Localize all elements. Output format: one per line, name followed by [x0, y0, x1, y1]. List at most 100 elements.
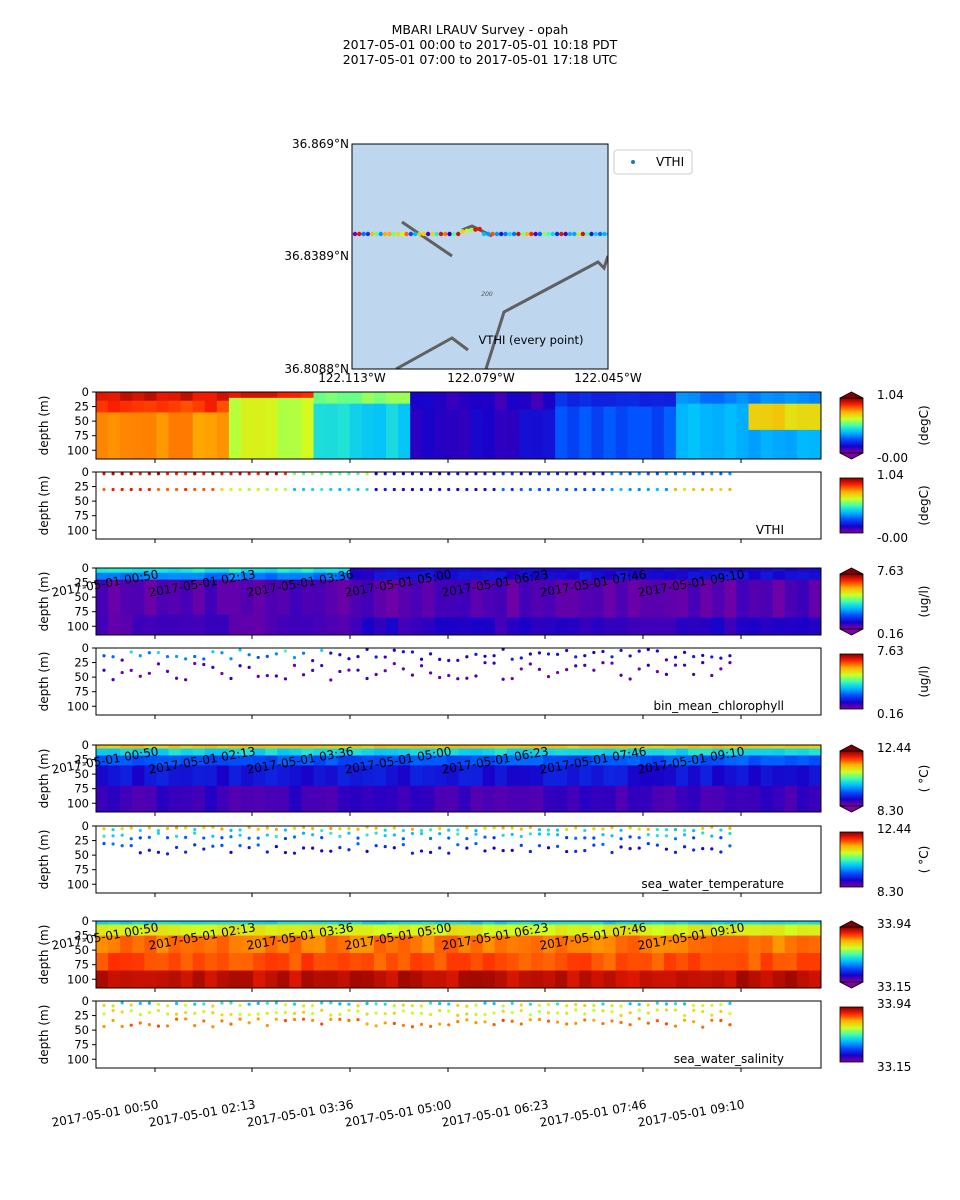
- heatmap-cell: [120, 953, 133, 972]
- data-point: [692, 672, 696, 677]
- heatmap-cell: [434, 617, 448, 635]
- heatmap-cell: [373, 785, 387, 812]
- heatmap-cell: [567, 755, 580, 766]
- data-point: [664, 472, 669, 476]
- data-point: [655, 1001, 659, 1005]
- data-point: [710, 1003, 714, 1008]
- heatmap-cell: [772, 429, 786, 459]
- data-point: [474, 832, 478, 836]
- data-point: [428, 472, 433, 476]
- heatmap-cell: [543, 755, 556, 766]
- heatmap-cell: [434, 392, 448, 411]
- data-point: [401, 1009, 405, 1013]
- heatmap-cell: [784, 748, 798, 757]
- data-point: [338, 1017, 342, 1021]
- heatmap-cell: [96, 970, 109, 988]
- heatmap-cell: [192, 412, 206, 459]
- data-point: [220, 843, 224, 847]
- data-point: [211, 472, 215, 476]
- heatmap-cell: [410, 617, 423, 635]
- data-point: [456, 487, 460, 492]
- heatmap-cell: [591, 392, 605, 408]
- data-point: [174, 1017, 179, 1021]
- heatmap-cell: [494, 409, 508, 459]
- data-point: [202, 1009, 206, 1014]
- data-point: [374, 1011, 378, 1015]
- data-point: [401, 667, 405, 671]
- heatmap-cell: [518, 745, 532, 750]
- map-survey-points: [352, 226, 608, 237]
- data-point: [619, 828, 623, 832]
- y-tick-label: 0: [82, 819, 89, 833]
- heatmap-cell: [313, 392, 327, 405]
- heatmap-cell: [531, 785, 544, 812]
- heatmap-cell: [591, 617, 605, 635]
- data-point: [483, 661, 487, 665]
- heatmap-cell: [156, 412, 170, 459]
- heatmap-cell: [156, 921, 170, 926]
- data-point: [374, 1002, 378, 1006]
- heatmap-cell: [241, 579, 254, 616]
- heatmap-cell: [772, 617, 786, 635]
- heatmap-cell: [349, 617, 363, 635]
- data-point: [492, 472, 496, 476]
- data-point: [156, 472, 161, 476]
- y-tick-label: 50: [74, 767, 89, 781]
- heatmap-cell: [410, 935, 423, 954]
- heatmap-cell: [615, 617, 629, 635]
- heatmap-cell: [108, 924, 121, 937]
- data-point: [383, 1002, 387, 1006]
- map-point: [425, 231, 431, 237]
- data-point: [374, 831, 378, 835]
- data-point: [256, 674, 260, 678]
- data-point: [655, 843, 659, 847]
- data-point: [601, 842, 605, 846]
- data-point: [692, 1008, 696, 1012]
- data-point: [528, 826, 532, 830]
- heatmap-cell: [458, 785, 472, 812]
- heatmap-cell: [567, 406, 580, 459]
- data-point: [202, 836, 206, 840]
- heatmap-cell: [615, 571, 629, 581]
- data-point: [274, 834, 278, 839]
- heatmap-cell: [156, 924, 170, 937]
- heatmap-cell: [796, 568, 810, 573]
- map-point: [430, 231, 435, 237]
- heatmap-cell: [748, 429, 762, 459]
- map-point: [361, 231, 366, 237]
- data-point: [555, 828, 560, 832]
- heatmap-cell: [518, 924, 532, 937]
- data-point: [211, 650, 215, 654]
- heatmap-cell: [373, 568, 387, 573]
- data-point: [528, 652, 532, 656]
- heatmap-cell: [639, 392, 653, 408]
- plot-area: [102, 826, 732, 856]
- heatmap-cell: [386, 924, 399, 937]
- y-tick-label: 25: [74, 400, 89, 414]
- heatmap-cell: [784, 568, 798, 573]
- map-point: [503, 231, 508, 237]
- heatmap-cell: [373, 392, 387, 405]
- data-point: [537, 1017, 542, 1022]
- heatmap-cell: [156, 748, 170, 757]
- heatmap-cell: [349, 953, 363, 972]
- heatmap-cell: [724, 755, 738, 766]
- heatmap-cell: [555, 970, 568, 988]
- data-point: [555, 1002, 560, 1006]
- heatmap-cell: [422, 392, 435, 411]
- y-tick-label: 50: [74, 670, 89, 684]
- data-point: [673, 828, 678, 832]
- heatmap-cell: [651, 935, 665, 954]
- data-point: [238, 1017, 242, 1021]
- ship-track-4: [395, 336, 469, 369]
- heatmap-cell: [301, 755, 315, 766]
- heatmap-cell: [144, 614, 158, 635]
- data-point: [465, 655, 469, 659]
- data-point: [138, 1001, 142, 1006]
- heatmap-cell: [204, 579, 218, 616]
- heatmap-cell: [458, 392, 472, 411]
- data-point: [474, 652, 478, 656]
- map-water: [352, 144, 608, 369]
- data-point: [428, 1001, 433, 1005]
- data-point: [428, 850, 433, 854]
